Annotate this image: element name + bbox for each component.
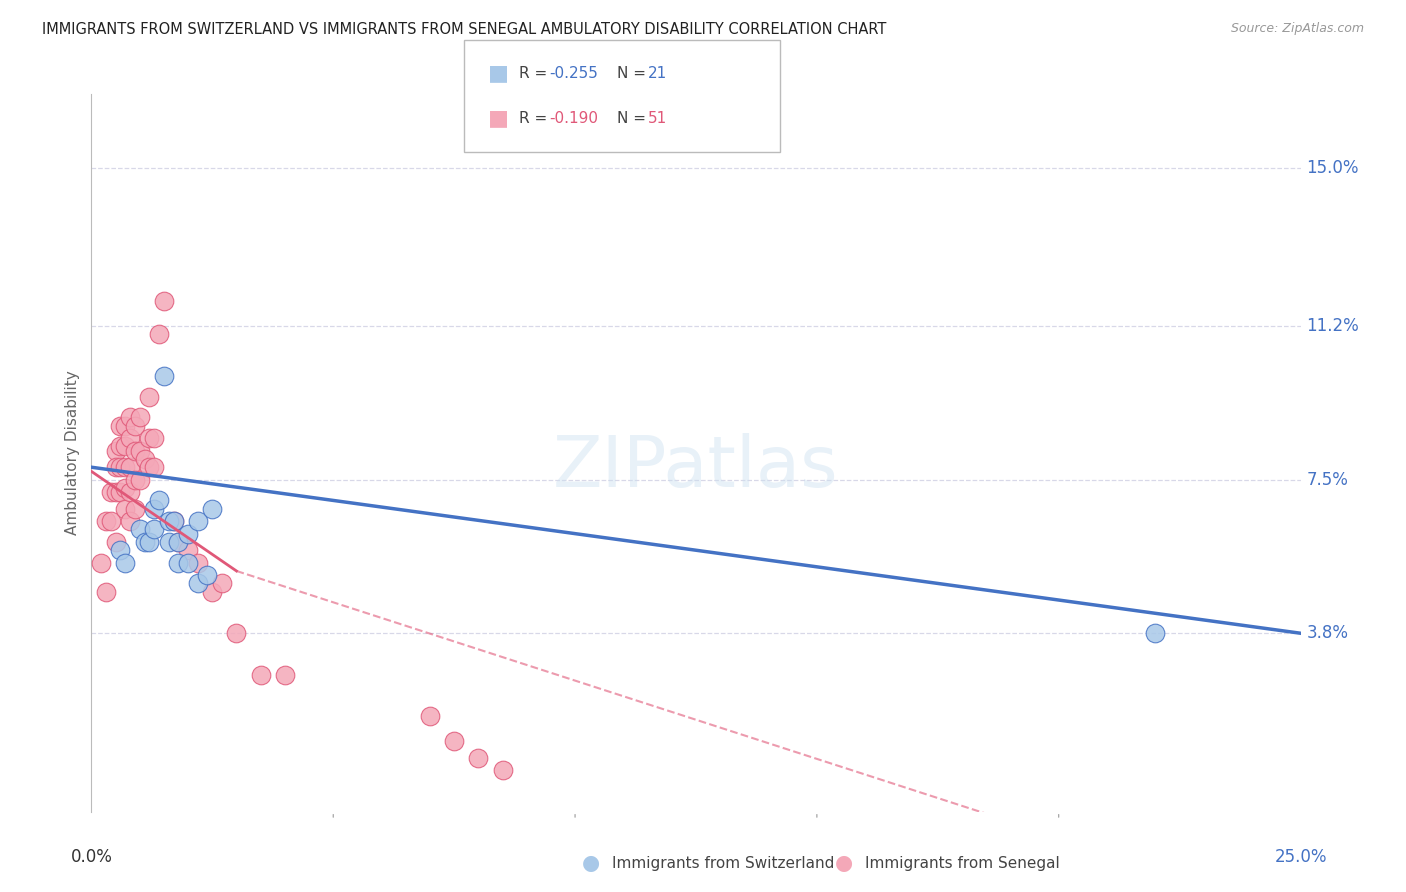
Point xyxy=(120,514,142,528)
Point xyxy=(120,485,142,500)
Text: ●: ● xyxy=(835,854,852,873)
Text: 51: 51 xyxy=(648,111,668,126)
Point xyxy=(138,431,160,445)
Point xyxy=(138,460,160,475)
Text: IMMIGRANTS FROM SWITZERLAND VS IMMIGRANTS FROM SENEGAL AMBULATORY DISABILITY COR: IMMIGRANTS FROM SWITZERLAND VS IMMIGRANT… xyxy=(42,22,887,37)
Text: Immigrants from Senegal: Immigrants from Senegal xyxy=(865,856,1060,871)
Point xyxy=(114,481,136,495)
Point xyxy=(491,763,513,777)
Point xyxy=(467,751,489,765)
Point xyxy=(110,440,132,454)
Point xyxy=(128,443,150,458)
Point xyxy=(443,734,465,748)
Point xyxy=(110,543,132,558)
Point xyxy=(114,418,136,433)
Point xyxy=(124,443,146,458)
Point xyxy=(143,431,166,445)
Point xyxy=(124,501,146,516)
Point xyxy=(143,501,166,516)
Point xyxy=(100,514,122,528)
Point xyxy=(114,501,136,516)
Text: 7.5%: 7.5% xyxy=(1306,471,1348,489)
Point xyxy=(148,327,170,342)
Text: 15.0%: 15.0% xyxy=(1306,160,1360,178)
Point xyxy=(143,460,166,475)
Text: 21: 21 xyxy=(648,66,668,81)
Point xyxy=(138,390,160,404)
Point xyxy=(134,451,156,466)
Point xyxy=(128,473,150,487)
Point xyxy=(187,514,209,528)
Text: Immigrants from Switzerland: Immigrants from Switzerland xyxy=(612,856,834,871)
Point xyxy=(187,556,209,570)
Text: ●: ● xyxy=(582,854,599,873)
Point xyxy=(153,368,176,383)
Point xyxy=(120,410,142,425)
Point xyxy=(162,514,184,528)
Text: 25.0%: 25.0% xyxy=(1274,847,1327,865)
Point xyxy=(114,556,136,570)
Text: 11.2%: 11.2% xyxy=(1306,317,1360,335)
Point xyxy=(94,514,117,528)
Point xyxy=(274,667,297,681)
Text: R =: R = xyxy=(519,111,553,126)
Point xyxy=(104,460,127,475)
Text: R =: R = xyxy=(519,66,553,81)
Point xyxy=(94,584,117,599)
Point xyxy=(128,410,150,425)
Point xyxy=(1144,626,1167,640)
Text: ■: ■ xyxy=(488,63,509,83)
Point xyxy=(177,543,200,558)
Text: N =: N = xyxy=(617,66,651,81)
Point xyxy=(157,535,180,549)
Text: -0.190: -0.190 xyxy=(550,111,599,126)
Point xyxy=(153,294,176,309)
Point xyxy=(211,576,233,591)
Text: ■: ■ xyxy=(488,109,509,128)
Point xyxy=(124,418,146,433)
Point xyxy=(120,460,142,475)
Point xyxy=(148,493,170,508)
Point xyxy=(249,667,271,681)
Text: -0.255: -0.255 xyxy=(550,66,599,81)
Point xyxy=(110,485,132,500)
Point xyxy=(201,584,224,599)
Text: 3.8%: 3.8% xyxy=(1306,624,1348,642)
Point xyxy=(201,501,224,516)
Point xyxy=(110,418,132,433)
Point xyxy=(177,556,200,570)
Point xyxy=(138,535,160,549)
Text: Source: ZipAtlas.com: Source: ZipAtlas.com xyxy=(1230,22,1364,36)
Point xyxy=(167,535,190,549)
Point xyxy=(157,514,180,528)
Point xyxy=(100,485,122,500)
Point xyxy=(419,709,441,723)
Y-axis label: Ambulatory Disability: Ambulatory Disability xyxy=(65,370,80,535)
Text: ZIPatlas: ZIPatlas xyxy=(553,433,839,501)
Point xyxy=(90,556,112,570)
Point xyxy=(197,568,219,582)
Point xyxy=(114,460,136,475)
Point xyxy=(110,460,132,475)
Point xyxy=(167,556,190,570)
Point xyxy=(134,535,156,549)
Point xyxy=(128,523,150,537)
Text: N =: N = xyxy=(617,111,651,126)
Text: 0.0%: 0.0% xyxy=(70,847,112,865)
Point xyxy=(225,626,247,640)
Point xyxy=(187,576,209,591)
Point xyxy=(143,523,166,537)
Point xyxy=(167,535,190,549)
Point xyxy=(104,443,127,458)
Point xyxy=(120,431,142,445)
Point xyxy=(177,526,200,541)
Point xyxy=(124,473,146,487)
Point xyxy=(114,440,136,454)
Point xyxy=(104,535,127,549)
Point xyxy=(104,485,127,500)
Point xyxy=(162,514,184,528)
